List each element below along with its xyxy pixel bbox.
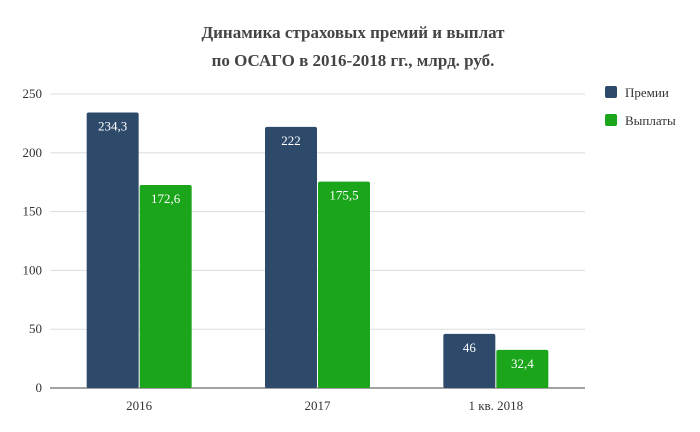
bar-premii — [86, 112, 139, 389]
x-tick-label: 2017 — [305, 398, 332, 413]
data-label: 234,3 — [98, 118, 127, 133]
y-tick-label: 150 — [23, 204, 43, 219]
bar-vyplaty — [496, 349, 549, 388]
bar-vyplaty — [318, 181, 370, 388]
y-axis-ticks: 0 50 100 150 200 250 — [23, 86, 43, 395]
bar-premii — [443, 333, 496, 388]
chart-title-line-1: Динамика страховых премий и выплат — [201, 23, 505, 42]
x-axis-ticks: 2016 2017 1 кв. 2018 — [126, 398, 523, 413]
data-label: 222 — [281, 133, 301, 148]
legend: Премии Выплаты — [605, 85, 676, 128]
y-tick-label: 50 — [29, 321, 42, 336]
chart-title-line-2: по ОСАГО в 2016-2018 гг., млрд. руб. — [212, 51, 495, 70]
y-tick-label: 0 — [36, 380, 43, 395]
bars: 234,3 172,6 222 175,5 46 32,4 — [86, 112, 549, 389]
x-tick-label: 2016 — [126, 398, 153, 413]
data-label: 175,5 — [329, 188, 358, 203]
data-label: 32,4 — [511, 356, 534, 371]
data-label: 172,6 — [151, 191, 181, 206]
y-tick-label: 100 — [23, 262, 43, 277]
y-tick-label: 250 — [23, 86, 43, 101]
legend-label: Премии — [625, 85, 669, 100]
bar-premii — [265, 126, 317, 388]
legend-swatch — [605, 114, 617, 126]
bar-vyplaty — [139, 185, 192, 388]
data-label: 46 — [463, 340, 477, 355]
legend-label: Выплаты — [625, 113, 676, 128]
legend-swatch — [605, 86, 617, 98]
gridlines — [50, 93, 585, 389]
y-tick-label: 200 — [23, 145, 43, 160]
x-tick-label: 1 кв. 2018 — [468, 398, 523, 413]
